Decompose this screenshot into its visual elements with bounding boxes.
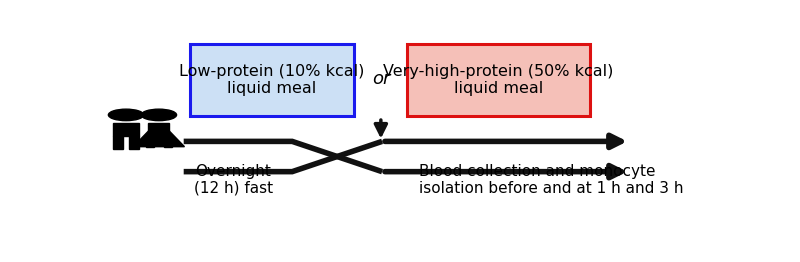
FancyBboxPatch shape bbox=[190, 43, 354, 116]
Text: Overnight
(12 h) fast: Overnight (12 h) fast bbox=[194, 163, 273, 196]
Polygon shape bbox=[134, 131, 185, 147]
Text: Blood collection and monocyte
isolation before and at 1 h and 3 h: Blood collection and monocyte isolation … bbox=[419, 163, 684, 196]
Circle shape bbox=[142, 109, 177, 121]
FancyBboxPatch shape bbox=[146, 138, 154, 148]
FancyBboxPatch shape bbox=[114, 136, 123, 149]
FancyBboxPatch shape bbox=[129, 136, 139, 149]
Text: Low-protein (10% kcal)
liquid meal: Low-protein (10% kcal) liquid meal bbox=[179, 64, 365, 96]
FancyBboxPatch shape bbox=[149, 123, 170, 131]
Text: Very-high-protein (50% kcal)
liquid meal: Very-high-protein (50% kcal) liquid meal bbox=[383, 64, 614, 96]
Circle shape bbox=[108, 109, 144, 121]
FancyBboxPatch shape bbox=[163, 138, 172, 148]
FancyBboxPatch shape bbox=[407, 43, 590, 116]
Text: or: or bbox=[372, 70, 390, 88]
FancyBboxPatch shape bbox=[114, 123, 139, 136]
